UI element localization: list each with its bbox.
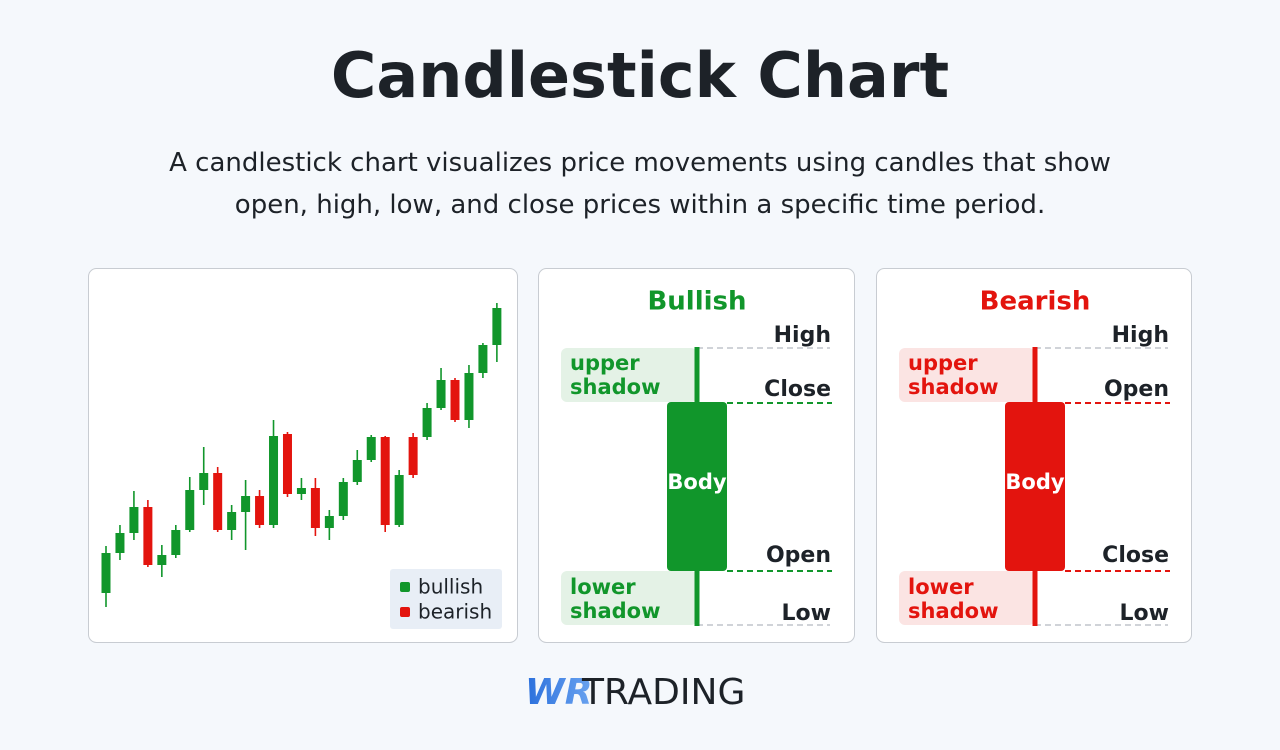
candle-body <box>143 507 153 565</box>
level-label: Open <box>766 543 831 568</box>
candle-body <box>324 516 334 528</box>
diagram-title: Bearish <box>980 287 1091 317</box>
legend-box <box>390 569 502 629</box>
title: Candlestick Chart <box>331 39 949 112</box>
candle-body <box>667 402 727 571</box>
shadow-shade <box>899 348 1035 402</box>
level-label: Close <box>1102 543 1169 568</box>
candle-body <box>450 380 460 420</box>
candle-body <box>185 490 195 530</box>
candle-body <box>157 555 167 565</box>
candle-body <box>255 496 265 525</box>
logo-text: TRADING <box>581 672 745 713</box>
candle-body <box>227 512 237 530</box>
candle-body <box>213 473 223 530</box>
legend-label: bullish <box>418 575 483 599</box>
legend-swatch <box>400 582 410 592</box>
candle-body <box>115 533 125 553</box>
level-label: Low <box>782 601 831 626</box>
candle-body <box>241 496 251 512</box>
candle-body <box>478 345 488 373</box>
subtitle: A candlestick chart visualizes price mov… <box>169 148 1111 220</box>
candle-body <box>296 488 306 494</box>
shadow-shade <box>561 571 697 625</box>
candle-body <box>171 530 181 555</box>
level-label: Low <box>1120 601 1169 626</box>
level-label: High <box>1112 323 1169 348</box>
candle-body <box>338 482 348 516</box>
candle-body <box>1005 402 1065 571</box>
candle-body <box>464 373 474 420</box>
shadow-label: lower shadow <box>908 575 999 623</box>
shadow-label: upper shadow <box>908 351 999 399</box>
candle-body <box>408 437 418 475</box>
candle-body <box>436 380 446 408</box>
candle-body <box>380 437 390 525</box>
candle-body <box>366 437 376 460</box>
shadow-shade <box>561 348 697 402</box>
diagram-title: Bullish <box>647 287 746 317</box>
body-label: Body <box>1005 470 1064 494</box>
shadow-label: lower shadow <box>570 575 661 623</box>
candle-body <box>492 308 502 345</box>
candle-body <box>269 436 279 525</box>
level-label: Close <box>764 377 831 402</box>
candle-body <box>199 473 209 490</box>
level-label: Open <box>1104 377 1169 402</box>
candle-body <box>310 488 320 528</box>
candle-body <box>352 460 362 482</box>
logo-mark: WR <box>525 672 592 713</box>
candle-body <box>422 408 432 437</box>
candle-body <box>101 553 111 593</box>
candle-body <box>282 434 292 494</box>
body-label: Body <box>667 470 726 494</box>
chart-panel <box>88 268 518 643</box>
candle-body <box>129 507 139 533</box>
legend-swatch <box>400 607 410 617</box>
shadow-shade <box>899 571 1035 625</box>
candle-body <box>394 475 404 525</box>
shadow-label: upper shadow <box>570 351 661 399</box>
legend-label: bearish <box>418 600 492 624</box>
level-label: High <box>774 323 831 348</box>
